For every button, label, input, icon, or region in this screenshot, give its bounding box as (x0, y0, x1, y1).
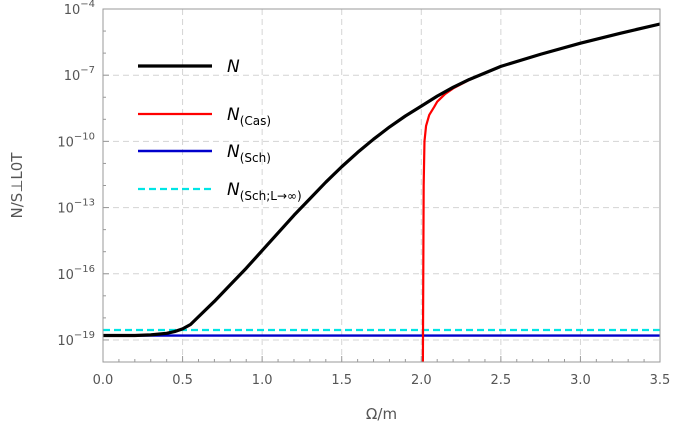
y-tick-exponent: −7 (80, 65, 95, 76)
x-axis: 0.0 0.5 1.0 1.5 2.0 2.5 3.0 3.5 (93, 356, 671, 388)
y-tick-exponent: −16 (74, 264, 95, 275)
x-tick-label: 0.0 (93, 373, 114, 388)
legend-subscript: (Sch;L→∞) (240, 189, 302, 203)
series-group (103, 22, 660, 362)
x-tick-label: 3.5 (650, 373, 671, 388)
legend-subscript: (Sch) (240, 151, 271, 165)
x-axis-label: Ω/m (366, 405, 397, 423)
grid (103, 9, 660, 362)
series-line-0 (103, 22, 660, 338)
y-tick-exponent: −19 (74, 330, 95, 341)
y-tick-exponent: −13 (74, 198, 95, 209)
x-tick-label: 2.5 (491, 373, 512, 388)
y-axis-label: N/S⊥L0T (8, 152, 26, 219)
x-tick-label: 0.5 (172, 373, 193, 388)
x-tick-label: 2.0 (411, 373, 432, 388)
y-tick-exponent: −4 (80, 0, 95, 10)
y-tick-exponent: −10 (74, 131, 95, 142)
x-tick-label: 1.5 (331, 373, 352, 388)
x-tick-label: 3.0 (570, 373, 591, 388)
x-tick-label: 1.0 (252, 373, 273, 388)
legend-label: N (227, 57, 240, 77)
legend-subscript: (Cas) (240, 114, 271, 128)
